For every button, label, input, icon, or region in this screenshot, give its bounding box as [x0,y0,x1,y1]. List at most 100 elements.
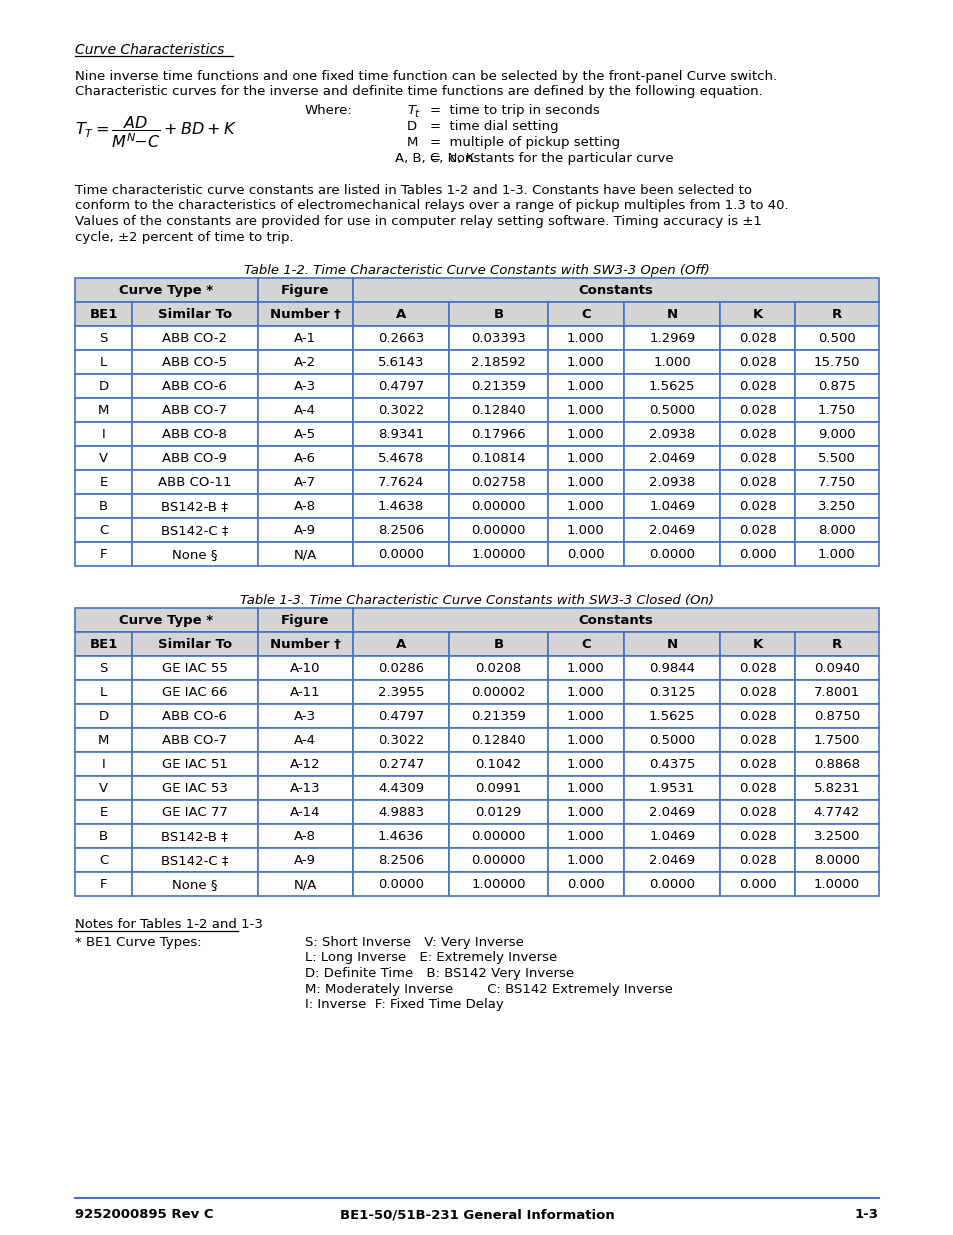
Bar [547,303,623,326]
Text: BS142-B ‡: BS142-B ‡ [161,500,228,513]
Text: I: I [101,429,105,441]
Bar [75,608,257,632]
Bar [547,727,623,752]
Bar [75,680,132,704]
Text: D: D [98,710,109,722]
Text: A-3: A-3 [294,710,316,722]
Text: 1-3: 1-3 [854,1208,878,1221]
Text: L: L [100,356,107,369]
Text: R: R [831,308,841,321]
Text: 1.000: 1.000 [566,662,604,676]
Bar [257,517,353,542]
Bar [75,752,132,776]
Text: 5.500: 5.500 [817,452,855,466]
Text: ABB CO-9: ABB CO-9 [162,452,227,466]
Text: 7.750: 7.750 [817,475,855,489]
Text: 2.0938: 2.0938 [648,475,695,489]
Bar [794,704,878,727]
Text: 1.000: 1.000 [653,356,690,369]
Bar [623,374,720,398]
Bar [132,398,257,422]
Text: S: S [99,332,108,345]
Text: Constants: Constants [578,614,653,627]
Text: L: Long Inverse E: Extremely Inverse: L: Long Inverse E: Extremely Inverse [305,951,557,965]
Bar [623,727,720,752]
Bar [132,800,257,824]
Text: 0.12840: 0.12840 [471,734,525,747]
Bar [449,398,547,422]
Bar [720,800,794,824]
Bar [547,824,623,848]
Text: 1.0469: 1.0469 [648,500,695,513]
Text: A-8: A-8 [294,830,316,844]
Bar [547,542,623,566]
Bar [720,632,794,656]
Bar [449,326,547,350]
Bar [353,704,449,727]
Text: =  multiple of pickup setting: = multiple of pickup setting [430,136,619,149]
Bar [449,303,547,326]
Bar [449,800,547,824]
Text: 0.9844: 0.9844 [649,662,695,676]
Text: Number †: Number † [270,638,340,651]
Bar [623,632,720,656]
Bar [75,656,132,680]
Text: 1.000: 1.000 [566,332,604,345]
Text: S: S [99,662,108,676]
Text: M: M [97,734,109,747]
Text: K: K [752,638,761,651]
Bar [449,727,547,752]
Bar [257,680,353,704]
Text: 0.0991: 0.0991 [475,782,521,795]
Bar [623,704,720,727]
Bar [794,374,878,398]
Bar [257,422,353,446]
Bar [547,656,623,680]
Bar [794,422,878,446]
Bar [449,374,547,398]
Bar [75,374,132,398]
Text: 1.5625: 1.5625 [648,380,695,393]
Text: 1.000: 1.000 [817,548,855,561]
Bar [353,680,449,704]
Bar [449,704,547,727]
Bar [257,494,353,517]
Bar [353,446,449,471]
Text: 1.5625: 1.5625 [648,710,695,722]
Text: 0.000: 0.000 [566,878,604,890]
Text: 2.0469: 2.0469 [648,806,695,819]
Bar [257,704,353,727]
Bar [720,446,794,471]
Bar [132,542,257,566]
Text: 0.17966: 0.17966 [471,429,525,441]
Text: 1.000: 1.000 [566,524,604,537]
Bar [132,752,257,776]
Text: 2.0469: 2.0469 [648,853,695,867]
Bar [75,278,257,303]
Bar [623,471,720,494]
Text: N/A: N/A [294,548,316,561]
Text: Values of the constants are provided for use in computer relay setting software.: Values of the constants are provided for… [75,215,761,228]
Text: A: A [395,308,406,321]
Bar [720,680,794,704]
Text: 1.000: 1.000 [566,806,604,819]
Bar [257,872,353,897]
Text: 1.00000: 1.00000 [471,548,525,561]
Text: 2.0938: 2.0938 [648,429,695,441]
Text: Figure: Figure [281,614,329,627]
Text: 0.028: 0.028 [738,500,776,513]
Bar [794,350,878,374]
Text: A-10: A-10 [290,662,320,676]
Text: L: L [100,685,107,699]
Text: None §: None § [172,878,217,890]
Text: $T_T = \dfrac{AD}{M^N\!\!-\!C}+BD+K$: $T_T = \dfrac{AD}{M^N\!\!-\!C}+BD+K$ [75,114,236,149]
Bar [353,752,449,776]
Bar [794,303,878,326]
Bar [449,872,547,897]
Bar [794,848,878,872]
Bar [132,517,257,542]
Text: K: K [752,308,761,321]
Text: E: E [99,806,108,819]
Text: R: R [831,638,841,651]
Bar [353,278,878,303]
